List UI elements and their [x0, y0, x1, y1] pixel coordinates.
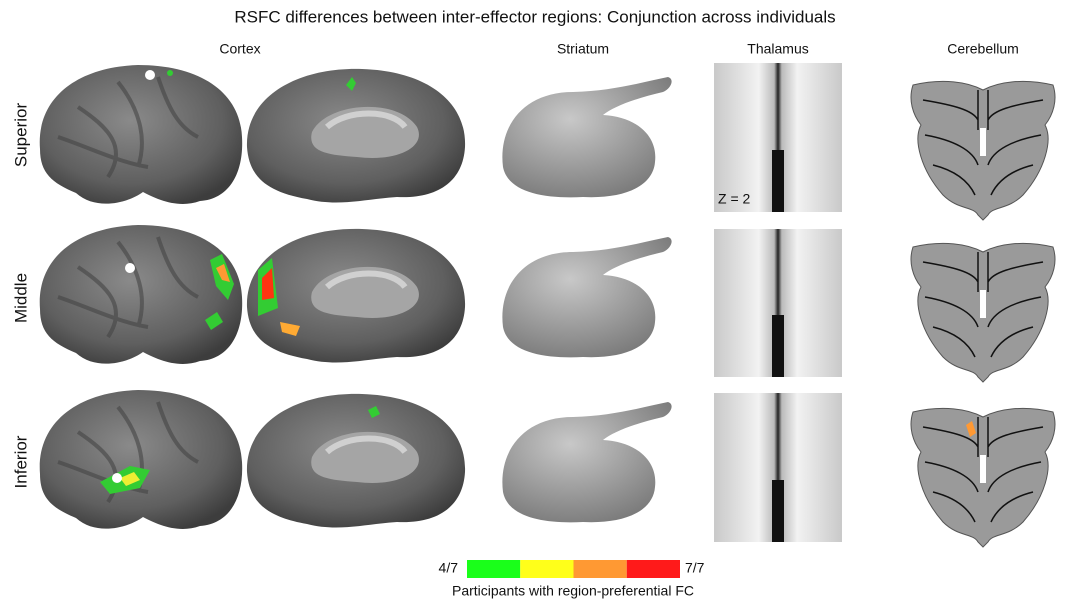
- activation: [346, 77, 356, 91]
- cerebellum: [910, 80, 1056, 221]
- medial-cortex: [247, 229, 465, 363]
- activation: [262, 268, 274, 300]
- cerebellum: [910, 407, 1056, 548]
- thalamus-panel: [714, 393, 842, 542]
- colorbar-segment: [520, 560, 574, 578]
- lateral-cortex: [37, 223, 245, 366]
- seed-marker: [112, 473, 122, 483]
- lateral-cortex: [37, 63, 245, 206]
- striatum: [502, 402, 672, 523]
- colorbar-segment: [467, 560, 521, 578]
- thalamus-panel: [714, 63, 842, 212]
- cerebellum: [910, 242, 1056, 383]
- colorbar-segment: [573, 560, 627, 578]
- title: RSFC differences between inter-effector …: [234, 7, 835, 26]
- colorbar-min: 4/7: [439, 560, 459, 576]
- activation: [280, 322, 300, 336]
- column-label: Cerebellum: [947, 41, 1019, 57]
- annotation: Z = 2: [718, 191, 751, 207]
- medial-cortex: [247, 394, 465, 528]
- activation: [216, 264, 230, 282]
- column-label: Striatum: [557, 41, 609, 57]
- lateral-cortex: [37, 388, 245, 531]
- seed-marker: [125, 263, 135, 273]
- colorbar: [467, 560, 680, 578]
- activation: [205, 312, 223, 330]
- colorbar-segment: [626, 560, 680, 578]
- thalamus-panel: [714, 229, 842, 377]
- medial-cortex: [247, 69, 465, 203]
- seed-marker: [145, 70, 155, 80]
- activation: [368, 406, 380, 418]
- column-label: Cortex: [219, 41, 260, 57]
- striatum: [502, 77, 672, 198]
- row-label: Inferior: [11, 435, 30, 488]
- colorbar-caption: Participants with region-preferential FC: [452, 583, 694, 599]
- activation: [167, 70, 173, 76]
- colorbar-max: 7/7: [685, 560, 705, 576]
- activation: [120, 472, 140, 486]
- row-label: Middle: [11, 273, 30, 323]
- activation: [966, 421, 976, 437]
- row-label: Superior: [11, 103, 30, 168]
- striatum: [502, 237, 672, 358]
- column-label: Thalamus: [747, 41, 808, 57]
